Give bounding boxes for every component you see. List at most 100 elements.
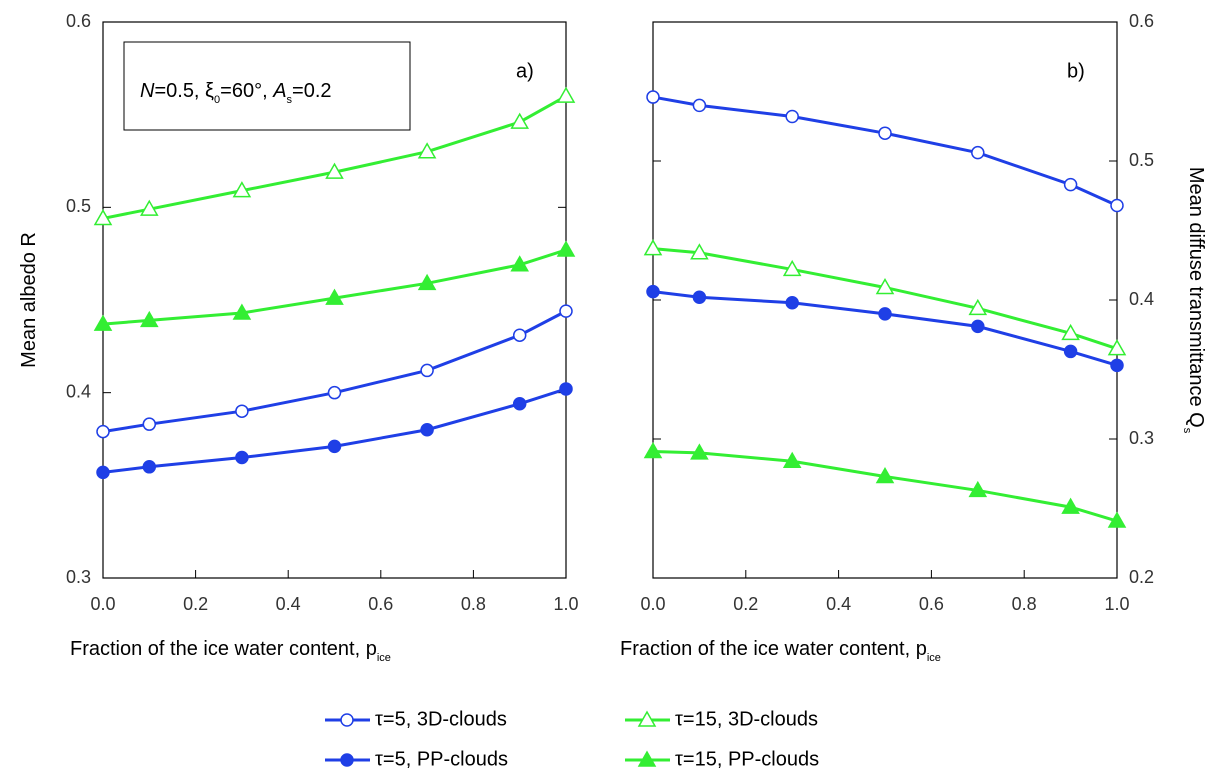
x-tick-label: 1.0: [553, 594, 578, 614]
x-tick-label: 1.0: [1104, 594, 1129, 614]
data-point: [93, 314, 113, 331]
y-axis-label: Mean albedo R: [18, 232, 40, 368]
data-point: [646, 90, 660, 104]
data-point: [512, 397, 527, 411]
data-point: [1107, 511, 1127, 528]
data-point: [327, 385, 342, 400]
data-point: [235, 404, 249, 418]
x-tick-label: 0.0: [640, 594, 665, 614]
x-axis-label-sub: ice: [927, 652, 941, 664]
annotation-part: =0.2: [292, 80, 331, 102]
x-axis-label: Fraction of the ice water content, pice: [620, 638, 941, 664]
data-point: [878, 126, 892, 140]
y-tick-label: 0.5: [1129, 150, 1154, 170]
x-tick-label: 0.2: [733, 594, 758, 614]
data-point: [875, 277, 895, 295]
data-point: [785, 296, 799, 310]
series-line: [652, 450, 1118, 523]
x-tick-label: 0.4: [826, 594, 851, 614]
data-point: [235, 450, 249, 465]
y-axis-label-main: Mean albedo R: [18, 232, 40, 368]
annotation: N=0.5, ξ0=60°, As=0.2: [140, 80, 332, 106]
data-point: [420, 363, 434, 378]
y-tick-label: 0.3: [1129, 428, 1154, 448]
data-point: [417, 142, 437, 159]
data-point: [142, 460, 157, 474]
data-point: [878, 307, 892, 321]
x-axis-label-main: Fraction of the ice water content, p: [70, 638, 377, 660]
y-tick-label: 0.6: [66, 11, 91, 31]
data-point: [785, 109, 799, 124]
data-point: [140, 199, 159, 216]
annotation-part: N: [140, 80, 155, 102]
data-point: [1110, 198, 1124, 213]
data-point: [556, 86, 576, 103]
x-tick-label: 0.6: [368, 594, 393, 614]
y-axis-label: Mean diffuse transmittance Qs: [1181, 167, 1207, 434]
series-line: [102, 248, 567, 326]
x-axis-label: Fraction of the ice water content, pice: [70, 638, 391, 664]
data-point: [782, 451, 802, 468]
data-point: [142, 417, 157, 431]
data-point: [782, 259, 802, 277]
y-tick-label: 0.6: [1129, 11, 1154, 31]
data-point: [690, 243, 709, 260]
y-axis-label-main: Mean diffuse transmittance Q: [1185, 167, 1207, 428]
x-tick-label: 0.2: [183, 594, 208, 614]
y-axis-label-sub: s: [1181, 428, 1193, 434]
data-point: [512, 328, 527, 342]
data-point: [559, 304, 573, 318]
x-tick-label: 0.8: [1012, 594, 1037, 614]
data-point: [556, 240, 576, 257]
x-axis-label-main: Fraction of the ice water content, p: [620, 638, 927, 660]
data-point: [643, 441, 663, 459]
series-line: [652, 95, 1118, 207]
legend-label: τ=15, 3D-clouds: [675, 708, 818, 730]
data-point: [417, 273, 437, 291]
data-point: [96, 465, 110, 480]
y-tick-label: 0.4: [66, 381, 91, 401]
data-point: [140, 310, 159, 328]
legend-marker: [340, 713, 354, 727]
legend-marker: [340, 753, 354, 767]
panel-label: b): [1067, 60, 1085, 82]
data-point: [1110, 358, 1124, 373]
data-point: [96, 424, 110, 439]
data-point: [510, 112, 529, 129]
plot-frame: [102, 21, 567, 579]
legend-label: τ=5, PP-clouds: [375, 748, 508, 770]
data-point: [646, 284, 660, 299]
data-point: [968, 298, 988, 316]
data-point: [643, 239, 663, 256]
data-point: [971, 145, 985, 160]
data-point: [232, 181, 252, 198]
legend-marker: [637, 710, 657, 727]
data-point: [1061, 497, 1080, 514]
y-tick-label: 0.5: [66, 196, 91, 216]
data-point: [1061, 323, 1080, 341]
series-line: [102, 387, 567, 474]
legend-label: τ=5, 3D-clouds: [375, 708, 507, 730]
y-tick-label: 0.2: [1129, 567, 1154, 587]
x-tick-label: 0.4: [276, 594, 301, 614]
data-point: [325, 288, 344, 305]
annotation-part: s: [287, 94, 293, 106]
y-tick-label: 0.3: [66, 567, 91, 587]
data-point: [510, 255, 529, 272]
data-point: [1107, 339, 1127, 356]
data-point: [968, 480, 988, 498]
legend-marker: [637, 750, 657, 767]
legend-label: τ=15, PP-clouds: [675, 748, 819, 770]
data-point: [420, 422, 434, 437]
annotation-part: 0: [214, 94, 220, 106]
data-point: [875, 467, 895, 484]
annotation-part: A: [272, 80, 286, 102]
data-point: [1063, 344, 1078, 359]
data-point: [692, 290, 707, 304]
data-point: [690, 443, 709, 460]
annotation-part: =0.5, ξ: [154, 80, 214, 102]
data-point: [93, 208, 113, 226]
x-tick-label: 0.6: [919, 594, 944, 614]
y-tick-label: 0.4: [1129, 289, 1154, 309]
